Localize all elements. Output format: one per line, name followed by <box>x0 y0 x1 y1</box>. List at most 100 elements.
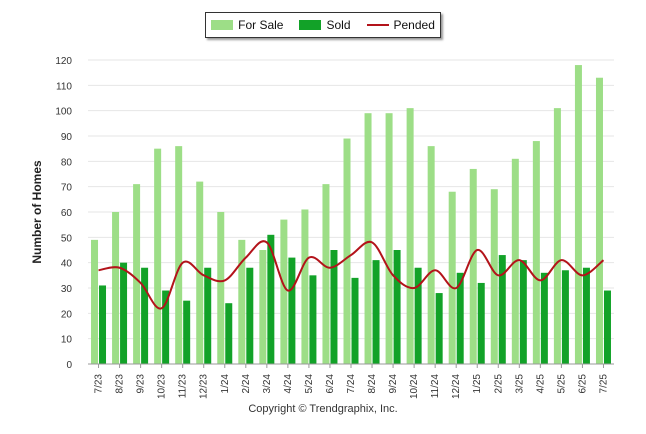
bar-for-sale[interactable] <box>427 146 435 364</box>
bars <box>91 65 611 365</box>
copyright-text: Copyright © Trendgraphix, Inc. <box>248 403 398 415</box>
bar-for-sale[interactable] <box>133 184 141 364</box>
bar-sold[interactable] <box>414 267 422 364</box>
bar-sold[interactable] <box>246 267 254 364</box>
bar-sold[interactable] <box>162 290 170 364</box>
bar-for-sale[interactable] <box>154 148 162 364</box>
bar-sold[interactable] <box>435 293 443 364</box>
legend-item-pended[interactable]: Pended <box>366 18 435 32</box>
legend-item-sold[interactable]: Sold <box>299 18 351 32</box>
x-tick-label: 1/24 <box>220 374 231 394</box>
bar-sold[interactable] <box>225 303 233 364</box>
y-tick-label: 20 <box>61 309 73 320</box>
x-tick-label: 3/25 <box>514 374 525 394</box>
bar-sold[interactable] <box>456 272 464 364</box>
y-tick-label: 90 <box>61 132 73 143</box>
x-tick-label: 7/25 <box>598 374 609 394</box>
x-tick-label: 4/24 <box>283 374 294 394</box>
bar-for-sale[interactable] <box>280 219 288 364</box>
x-tick-label: 2/25 <box>493 374 504 394</box>
bar-for-sale[interactable] <box>217 212 225 364</box>
bar-sold[interactable] <box>498 255 506 364</box>
y-tick-label: 120 <box>55 56 72 67</box>
x-tick-label: 9/23 <box>136 374 147 394</box>
legend-label-for-sale: For Sale <box>238 18 284 32</box>
x-tick-label: 7/24 <box>346 374 357 394</box>
bar-for-sale[interactable] <box>175 146 183 364</box>
y-tick-label: 40 <box>61 259 73 270</box>
bar-for-sale[interactable] <box>364 113 372 364</box>
bar-for-sale[interactable] <box>322 184 330 364</box>
for-sale-swatch <box>211 20 234 30</box>
bar-sold[interactable] <box>561 270 569 364</box>
bar-sold[interactable] <box>204 267 212 364</box>
axes: 0 10 20 30 40 50 60 70 80 90 100 110 120 7/23 8/23 9/23… <box>55 56 614 399</box>
legend: For Sale Sold Pended <box>205 12 441 38</box>
x-tick-label: 3/24 <box>262 374 273 394</box>
bar-for-sale[interactable] <box>385 113 393 364</box>
legend-label-sold: Sold <box>326 18 351 32</box>
y-axis-label: Number of Homes <box>30 160 44 264</box>
bar-for-sale[interactable] <box>91 239 99 364</box>
x-tick-label: 2/24 <box>241 374 252 394</box>
bar-for-sale[interactable] <box>595 77 603 364</box>
bar-sold[interactable] <box>330 250 338 364</box>
x-tick-label: 10/23 <box>157 374 168 399</box>
y-tick-label: 80 <box>61 157 73 168</box>
bar-for-sale[interactable] <box>112 212 120 364</box>
x-tick-label: 9/24 <box>388 374 399 394</box>
bar-sold[interactable] <box>309 275 317 364</box>
bar-for-sale[interactable] <box>448 191 456 364</box>
y-tick-label: 30 <box>61 284 73 295</box>
bar-for-sale[interactable] <box>532 141 540 364</box>
bar-for-sale[interactable] <box>301 209 309 364</box>
legend-label-pended: Pended <box>393 18 435 32</box>
x-tick-label: 1/25 <box>472 374 483 394</box>
bar-for-sale[interactable] <box>490 189 498 364</box>
x-tick-label: 8/23 <box>115 374 126 394</box>
pended-series-line[interactable] <box>98 240 605 310</box>
bar-for-sale[interactable] <box>469 168 477 364</box>
x-tick-label: 10/24 <box>409 374 420 399</box>
bar-sold[interactable] <box>267 234 275 364</box>
y-tick-label: 60 <box>61 208 73 219</box>
bar-for-sale[interactable] <box>259 250 267 364</box>
bar-for-sale[interactable] <box>574 65 582 365</box>
sold-swatch <box>299 20 322 30</box>
x-tick-label: 5/25 <box>556 374 567 394</box>
x-tick-label: 5/24 <box>304 374 315 394</box>
x-tick-label: 6/25 <box>577 374 588 394</box>
bar-sold[interactable] <box>582 267 590 364</box>
x-tick-label: 12/24 <box>451 374 462 399</box>
bar-sold[interactable] <box>372 260 380 364</box>
bar-sold[interactable] <box>351 277 359 364</box>
y-tick-label: 10 <box>61 335 73 346</box>
x-tick-label: 11/24 <box>430 374 441 399</box>
y-tick-label: 70 <box>61 183 73 194</box>
bar-sold[interactable] <box>540 272 548 364</box>
x-tick-label: 11/23 <box>178 374 189 399</box>
bar-sold[interactable] <box>477 282 485 364</box>
bar-for-sale[interactable] <box>238 239 246 364</box>
bar-sold[interactable] <box>183 300 191 364</box>
pended-swatch <box>366 24 389 26</box>
y-tick-label: 100 <box>55 107 72 118</box>
x-tick-label: 8/24 <box>367 374 378 394</box>
bar-sold[interactable] <box>288 257 296 364</box>
bar-for-sale[interactable] <box>553 108 561 364</box>
x-tick-label: 6/24 <box>325 374 336 394</box>
bar-sold[interactable] <box>603 290 611 364</box>
legend-item-for-sale[interactable]: For Sale <box>211 18 283 32</box>
bar-sold[interactable] <box>141 267 149 364</box>
bar-sold[interactable] <box>393 250 401 364</box>
bar-sold[interactable] <box>120 262 128 364</box>
y-tick-label: 0 <box>66 360 72 371</box>
pended-line <box>98 240 605 310</box>
bar-for-sale[interactable] <box>406 108 414 364</box>
x-tick-label: 4/25 <box>535 374 546 394</box>
bar-sold[interactable] <box>99 285 107 364</box>
bar-for-sale[interactable] <box>343 138 351 364</box>
y-tick-label: 110 <box>56 81 72 92</box>
bar-sold[interactable] <box>519 260 527 364</box>
